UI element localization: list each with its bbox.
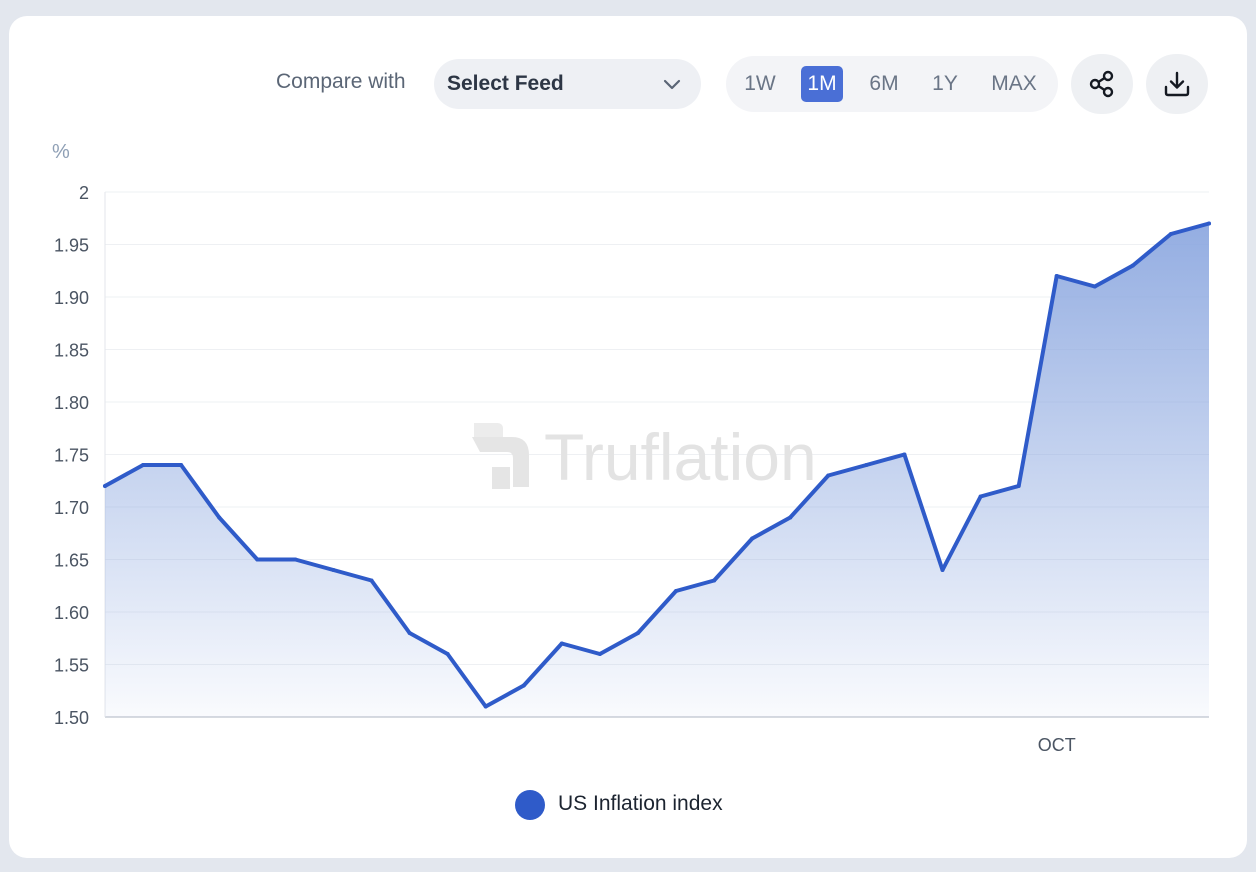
data-point bbox=[331, 568, 336, 572]
data-point bbox=[712, 578, 717, 583]
data-point bbox=[826, 473, 831, 478]
y-tick-label: 1.85 bbox=[54, 341, 89, 361]
y-tick-label: 1.50 bbox=[54, 708, 89, 728]
legend-swatch bbox=[515, 790, 545, 820]
data-point bbox=[864, 463, 869, 467]
download-button[interactable] bbox=[1146, 54, 1208, 114]
data-point bbox=[369, 578, 374, 583]
feed-select[interactable]: Select Feed bbox=[434, 59, 701, 109]
data-point bbox=[902, 452, 907, 457]
data-point bbox=[255, 557, 260, 562]
data-point bbox=[521, 683, 526, 688]
range-1m-button[interactable]: 1M bbox=[801, 66, 843, 102]
data-point bbox=[1168, 232, 1173, 236]
data-point bbox=[978, 494, 983, 499]
share-icon bbox=[1089, 70, 1114, 98]
feed-select-value: Select Feed bbox=[447, 72, 564, 95]
range-1y-button[interactable]: 1Y bbox=[932, 72, 958, 95]
data-point bbox=[1130, 263, 1135, 268]
series-points bbox=[103, 221, 1211, 709]
chevron-down-icon bbox=[663, 79, 681, 90]
data-point bbox=[293, 557, 298, 562]
range-6m-button[interactable]: 6M bbox=[869, 72, 899, 95]
y-tick-label: 1.90 bbox=[54, 288, 89, 308]
y-tick-label: 1.80 bbox=[54, 393, 89, 413]
data-point bbox=[940, 568, 945, 572]
range-1w-button[interactable]: 1W bbox=[744, 72, 776, 95]
chart-toolbar: Compare with Select Feed 1W 1M 6M 1Y MAX bbox=[0, 0, 1256, 140]
data-point bbox=[483, 704, 488, 709]
data-point bbox=[445, 652, 450, 656]
y-tick-label: 2 bbox=[79, 183, 89, 203]
data-point bbox=[750, 536, 755, 541]
data-point bbox=[674, 589, 679, 593]
data-point bbox=[788, 515, 793, 520]
data-point bbox=[407, 631, 412, 635]
data-point bbox=[1207, 221, 1211, 226]
y-axis-tick-labels: 2 1.95 1.90 1.85 1.80 1.75 1.70 1.65 1.60 1.55 1.5… bbox=[54, 183, 89, 728]
data-point bbox=[1016, 484, 1021, 488]
data-point bbox=[179, 463, 184, 467]
data-point bbox=[141, 463, 146, 467]
truflation-watermark: Truflation bbox=[472, 420, 817, 494]
watermark-text: Truflation bbox=[544, 420, 817, 494]
y-tick-label: 1.65 bbox=[54, 551, 89, 571]
x-axis-tick-labels: OCT bbox=[1038, 735, 1076, 755]
range-selector: 1W 1M 6M 1Y MAX bbox=[726, 56, 1058, 112]
data-point bbox=[217, 515, 222, 520]
data-point bbox=[635, 631, 640, 635]
data-point bbox=[597, 652, 602, 656]
data-point bbox=[1092, 284, 1097, 289]
y-tick-label: 1.75 bbox=[54, 446, 89, 466]
share-button[interactable] bbox=[1071, 54, 1133, 114]
compare-label: Compare with bbox=[276, 70, 406, 93]
y-tick-label: 1.95 bbox=[54, 236, 89, 256]
data-point bbox=[1054, 274, 1059, 278]
y-tick-label: 1.60 bbox=[54, 603, 89, 623]
x-tick-label: OCT bbox=[1038, 735, 1076, 755]
y-tick-label: 1.70 bbox=[54, 498, 89, 518]
data-point bbox=[559, 641, 564, 646]
y-axis-unit-label: % bbox=[52, 141, 70, 163]
data-point bbox=[103, 484, 107, 488]
series-line bbox=[103, 221, 1211, 709]
legend-label: US Inflation index bbox=[558, 792, 723, 815]
range-max-button[interactable]: MAX bbox=[991, 72, 1037, 95]
y-tick-label: 1.55 bbox=[54, 656, 89, 676]
download-icon bbox=[1164, 71, 1190, 97]
